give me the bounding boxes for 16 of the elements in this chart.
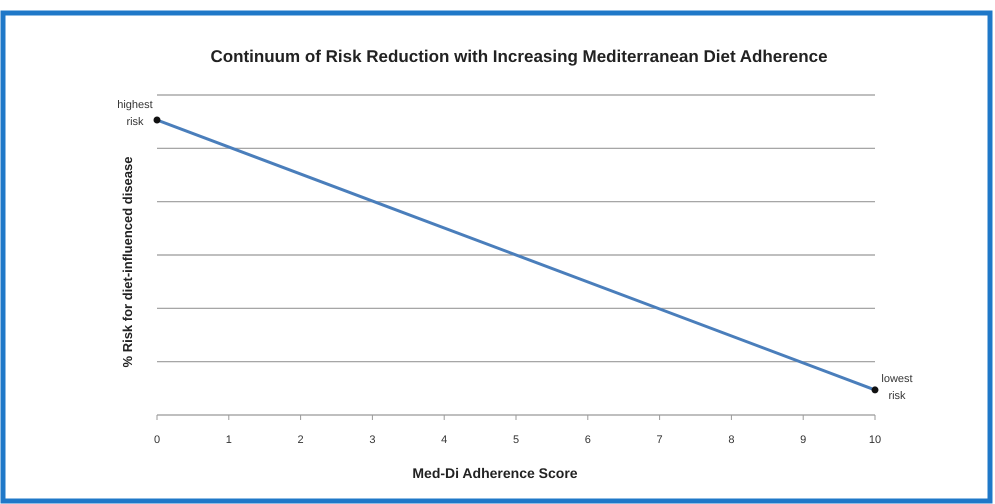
- x-tick-label: 2: [298, 434, 304, 446]
- x-tick-label: 0: [154, 434, 160, 446]
- annotation: highest risk: [117, 99, 153, 128]
- annotation: lowest risk: [881, 372, 913, 402]
- x-tick-label: 3: [369, 434, 376, 446]
- x-tick-label: 1: [226, 434, 232, 446]
- x-tick-label: 9: [800, 434, 806, 446]
- x-tick-label: 6: [584, 434, 591, 446]
- chart-title: Continuum of Risk Reduction with Increasing Mediterranean Diet Adherence: [210, 47, 828, 66]
- x-tick-label: 8: [728, 434, 734, 446]
- x-axis-title: Med-Di Adherence Score: [412, 465, 578, 481]
- x-tick-label: 5: [512, 434, 520, 446]
- x-tick-label: 4: [441, 434, 448, 446]
- x-tick-label: 10: [868, 434, 882, 446]
- x-tick-label: 7: [656, 434, 663, 446]
- y-axis-title: % Risk for diet-influenced disease: [120, 156, 135, 368]
